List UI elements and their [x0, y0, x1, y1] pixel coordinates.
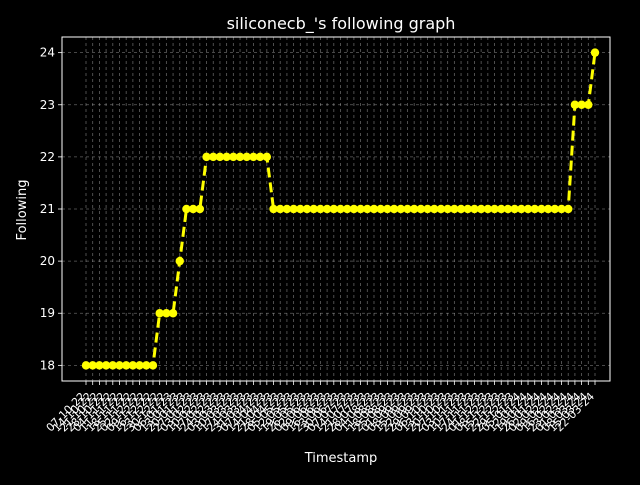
data-point — [135, 361, 144, 370]
data-point — [101, 361, 111, 370]
data-point — [255, 152, 265, 162]
data-point — [570, 100, 580, 109]
data-point — [322, 204, 332, 214]
data-point — [550, 204, 560, 214]
data-point — [436, 204, 446, 214]
data-point — [128, 361, 138, 370]
data-point — [195, 204, 205, 214]
data-point — [409, 204, 419, 214]
data-point — [530, 204, 539, 214]
data-point — [282, 204, 292, 214]
data-point — [376, 204, 385, 214]
data-point — [523, 204, 533, 214]
data-point — [490, 204, 499, 214]
data-point — [584, 100, 593, 109]
data-point — [403, 204, 412, 214]
data-point — [383, 204, 392, 214]
chart-title: siliconecb_'s following graph — [227, 14, 456, 34]
data-point — [564, 204, 573, 214]
data-point — [242, 152, 251, 162]
data-point — [470, 204, 479, 214]
data-point — [269, 204, 278, 214]
data-point — [369, 204, 379, 214]
data-point — [148, 361, 158, 370]
data-point — [456, 204, 466, 214]
data-point — [443, 204, 452, 214]
data-point — [450, 204, 459, 214]
data-point — [342, 204, 352, 214]
data-point — [577, 100, 586, 109]
data-point — [121, 361, 131, 370]
data-point — [95, 361, 104, 370]
data-point — [389, 204, 399, 214]
x-axis-label: Timestamp — [304, 451, 378, 466]
data-point — [81, 361, 91, 370]
data-point — [202, 152, 211, 162]
data-point — [349, 204, 359, 214]
data-point — [155, 309, 164, 318]
data-point — [215, 152, 225, 162]
data-point — [329, 204, 339, 214]
data-point — [262, 152, 272, 162]
data-point — [497, 204, 506, 214]
data-point — [363, 204, 372, 214]
data-point — [537, 204, 546, 214]
y-tick-label: 23 — [40, 98, 55, 112]
y-tick-label: 18 — [40, 358, 55, 372]
y-tick-label: 19 — [40, 306, 55, 320]
data-point — [88, 361, 97, 370]
data-point — [175, 256, 184, 266]
data-point — [309, 204, 318, 214]
data-point — [430, 204, 439, 214]
data-point — [316, 204, 325, 214]
data-point — [463, 204, 472, 214]
data-point — [209, 152, 218, 162]
data-point — [235, 152, 245, 162]
data-point — [162, 309, 171, 318]
data-point — [229, 152, 238, 162]
data-point — [336, 204, 345, 214]
data-point — [483, 204, 493, 214]
y-axis-label: Following — [15, 180, 30, 241]
ticks: 07-10-2214-10-2221-10-2228-10-2204-11-22… — [40, 46, 597, 435]
data-point — [142, 361, 151, 370]
data-point — [356, 204, 365, 214]
data-point — [423, 204, 432, 214]
data-point — [543, 204, 553, 214]
data-point — [168, 309, 178, 318]
y-tick-label: 21 — [40, 202, 55, 216]
data-point — [188, 204, 198, 214]
data-point — [557, 204, 566, 214]
data-point — [510, 204, 519, 214]
y-tick-label: 22 — [40, 150, 55, 164]
y-tick-label: 20 — [40, 254, 55, 268]
data-point — [476, 204, 486, 214]
data-point — [517, 204, 526, 214]
data-point — [416, 204, 426, 214]
series-layer — [81, 48, 600, 370]
data-point — [222, 152, 231, 162]
y-tick-label: 24 — [40, 46, 55, 60]
data-point — [503, 204, 513, 214]
data-point — [182, 204, 191, 214]
data-point — [249, 152, 258, 162]
data-point — [115, 361, 124, 370]
data-point — [396, 204, 405, 214]
data-point — [108, 361, 117, 370]
data-point — [296, 204, 305, 214]
data-point — [289, 204, 298, 214]
data-point — [276, 204, 285, 214]
data-point — [590, 48, 600, 57]
data-point — [302, 204, 312, 214]
